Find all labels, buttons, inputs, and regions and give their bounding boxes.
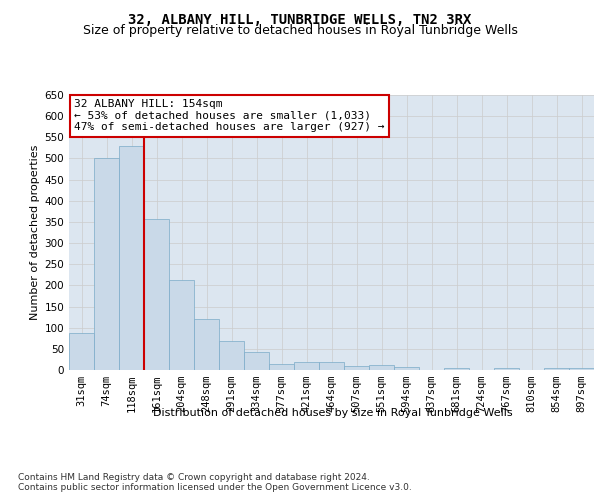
Bar — [294, 362, 319, 370]
Bar — [169, 280, 194, 370]
Text: Distribution of detached houses by size in Royal Tunbridge Wells: Distribution of detached houses by size … — [153, 408, 513, 418]
Bar — [494, 368, 519, 370]
Bar — [194, 319, 219, 370]
Bar — [444, 368, 469, 370]
Bar — [119, 146, 144, 370]
Bar — [144, 218, 169, 370]
Bar — [94, 158, 119, 370]
Text: 32 ALBANY HILL: 154sqm
← 53% of detached houses are smaller (1,033)
47% of semi-: 32 ALBANY HILL: 154sqm ← 53% of detached… — [74, 99, 385, 132]
Y-axis label: Number of detached properties: Number of detached properties — [30, 145, 40, 320]
Text: Contains HM Land Registry data © Crown copyright and database right 2024.: Contains HM Land Registry data © Crown c… — [18, 472, 370, 482]
Bar — [569, 368, 594, 370]
Bar — [369, 365, 394, 370]
Text: Contains public sector information licensed under the Open Government Licence v3: Contains public sector information licen… — [18, 484, 412, 492]
Bar — [219, 341, 244, 370]
Bar — [269, 364, 294, 370]
Bar — [319, 362, 344, 370]
Bar — [344, 366, 369, 370]
Text: Size of property relative to detached houses in Royal Tunbridge Wells: Size of property relative to detached ho… — [83, 24, 517, 37]
Bar — [394, 366, 419, 370]
Bar — [244, 352, 269, 370]
Bar — [544, 368, 569, 370]
Bar — [69, 333, 94, 370]
Text: 32, ALBANY HILL, TUNBRIDGE WELLS, TN2 3RX: 32, ALBANY HILL, TUNBRIDGE WELLS, TN2 3R… — [128, 12, 472, 26]
